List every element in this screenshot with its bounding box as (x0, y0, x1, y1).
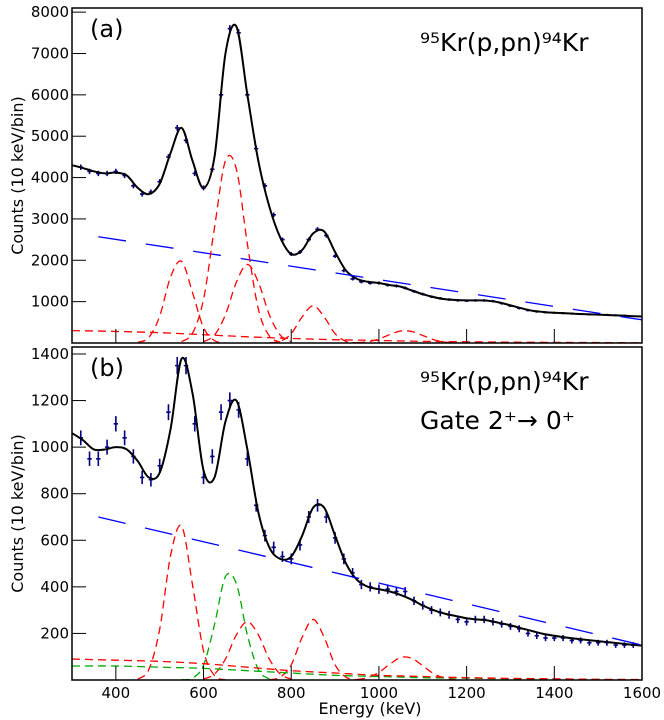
y-tick-label: 6000 (31, 86, 69, 104)
panel-label: (b) (90, 354, 124, 382)
y-tick-label: 5000 (31, 127, 69, 145)
y-axis-label: Counts (10 keV/bin) (8, 434, 27, 592)
data-point (113, 416, 119, 432)
data-point (175, 124, 180, 131)
y-tick-label: 2000 (31, 251, 69, 269)
y-tick-label: 1200 (31, 392, 69, 410)
y-tick-label: 200 (40, 624, 69, 642)
y-tick-label: 3000 (31, 210, 69, 228)
data-point (534, 632, 539, 640)
x-axis-label: Energy (keV) (318, 699, 421, 718)
y-tick-label: 1000 (31, 438, 69, 456)
reaction-label: ⁹⁵Kr(p,pn)⁹⁴Kr (420, 28, 589, 57)
plot (72, 23, 642, 343)
y-tick-label: 600 (40, 531, 69, 549)
fit-curve (72, 356, 642, 647)
x-tick-label: 1200 (448, 684, 486, 702)
data-point (122, 430, 127, 446)
gate-label: Gate 2⁺→ 0⁺ (420, 406, 575, 435)
y-tick-label: 4000 (31, 169, 69, 187)
y-tick-label: 7000 (31, 44, 69, 62)
data-point (525, 630, 531, 637)
component-curve (137, 260, 226, 343)
x-tick-label: 1400 (535, 684, 573, 702)
frame (71, 7, 643, 344)
component-curve (98, 516, 642, 646)
data-point (385, 584, 390, 594)
y-tick-label: 8000 (31, 3, 69, 21)
data-point (139, 470, 145, 485)
x-tick-label: 800 (277, 684, 306, 702)
component-curve (181, 572, 281, 680)
data-point (166, 404, 171, 421)
data-point (350, 277, 355, 281)
component-curve (72, 658, 642, 680)
component-curve (181, 154, 281, 343)
data-point (271, 541, 276, 553)
component-curve (137, 524, 226, 680)
component-curve (203, 263, 292, 343)
x-tick-label: 1000 (360, 684, 398, 702)
reaction-label: ⁹⁵Kr(p,pn)⁹⁴Kr (420, 367, 589, 396)
frame (71, 346, 643, 681)
plot (72, 356, 642, 680)
y-tick-label: 1000 (31, 293, 69, 311)
y-tick-label: 1400 (31, 345, 69, 363)
component-curve (203, 621, 292, 680)
data-point (210, 449, 215, 464)
data-point (403, 587, 408, 596)
data-point (543, 635, 548, 642)
component-curve (98, 236, 642, 321)
y-tick-label: 400 (40, 578, 69, 596)
data-point (218, 404, 224, 421)
panel-label: (a) (90, 15, 123, 43)
x-tick-label: 400 (102, 684, 131, 702)
x-tick-label: 1600 (623, 684, 661, 702)
y-tick-label: 800 (40, 485, 69, 503)
x-tick-label: 600 (189, 684, 218, 702)
data-point (104, 439, 110, 455)
y-axis-label: Counts (10 keV/bin) (8, 96, 27, 254)
fit-curve (72, 23, 642, 318)
component-curve (269, 305, 358, 343)
component-curve (72, 329, 642, 343)
component-curve (269, 618, 358, 680)
component-curve (72, 665, 642, 680)
data-point (87, 451, 92, 466)
data-point (96, 451, 101, 466)
